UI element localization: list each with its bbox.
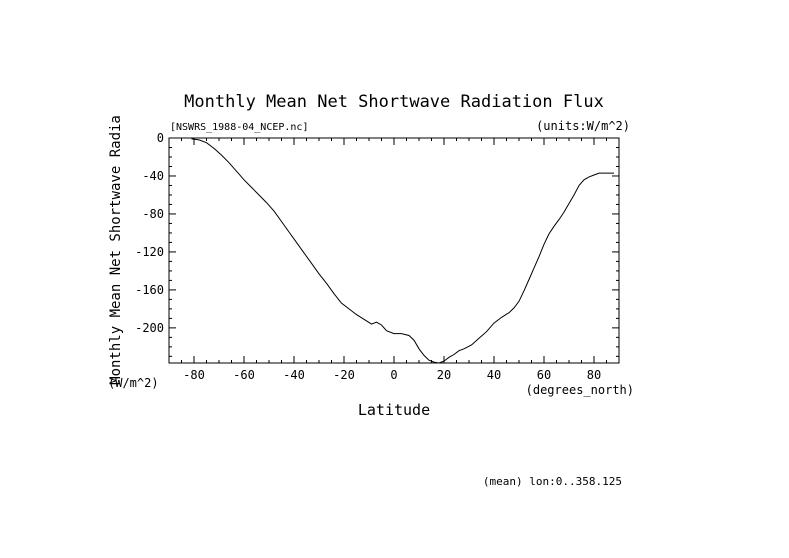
x-tick-label: -40 <box>283 368 305 382</box>
units-label: (units:W/m^2) <box>536 119 630 133</box>
y-axis-units: (W/m^2) <box>108 376 159 390</box>
x-tick-label: -80 <box>183 368 205 382</box>
dataset-filename: [NSWRS_1988-04_NCEP.nc] <box>170 122 308 133</box>
chart-title: Monthly Mean Net Shortwave Radiation Flu… <box>184 92 604 112</box>
x-axis-units: (degrees_north) <box>526 383 634 397</box>
x-axis-label: Latitude <box>358 401 430 419</box>
y-tick-label: -80 <box>142 207 164 221</box>
y-tick-label: -200 <box>135 321 164 335</box>
axis-ticks <box>168 137 620 363</box>
x-tick-label: 80 <box>587 368 601 382</box>
y-tick-label: -160 <box>135 283 164 297</box>
series-line <box>191 138 614 364</box>
y-axis-label: Monthly Mean Net Shortwave Radia <box>108 115 124 385</box>
x-tick-label: -60 <box>233 368 255 382</box>
x-tick-label: 40 <box>487 368 501 382</box>
tick-labels: -80 -60 -40 -20 0 20 40 60 800-40-80-120-160-200 <box>135 131 601 382</box>
y-tick-label: 0 <box>157 131 164 145</box>
x-tick-label: 20 <box>437 368 451 382</box>
y-tick-label: -40 <box>142 169 164 183</box>
footnote: (mean) lon:0..358.125 <box>483 475 622 488</box>
x-tick-label: 0 <box>390 368 397 382</box>
y-tick-label: -120 <box>135 245 164 259</box>
x-tick-label: -20 <box>333 368 355 382</box>
x-tick-label: 60 <box>537 368 551 382</box>
